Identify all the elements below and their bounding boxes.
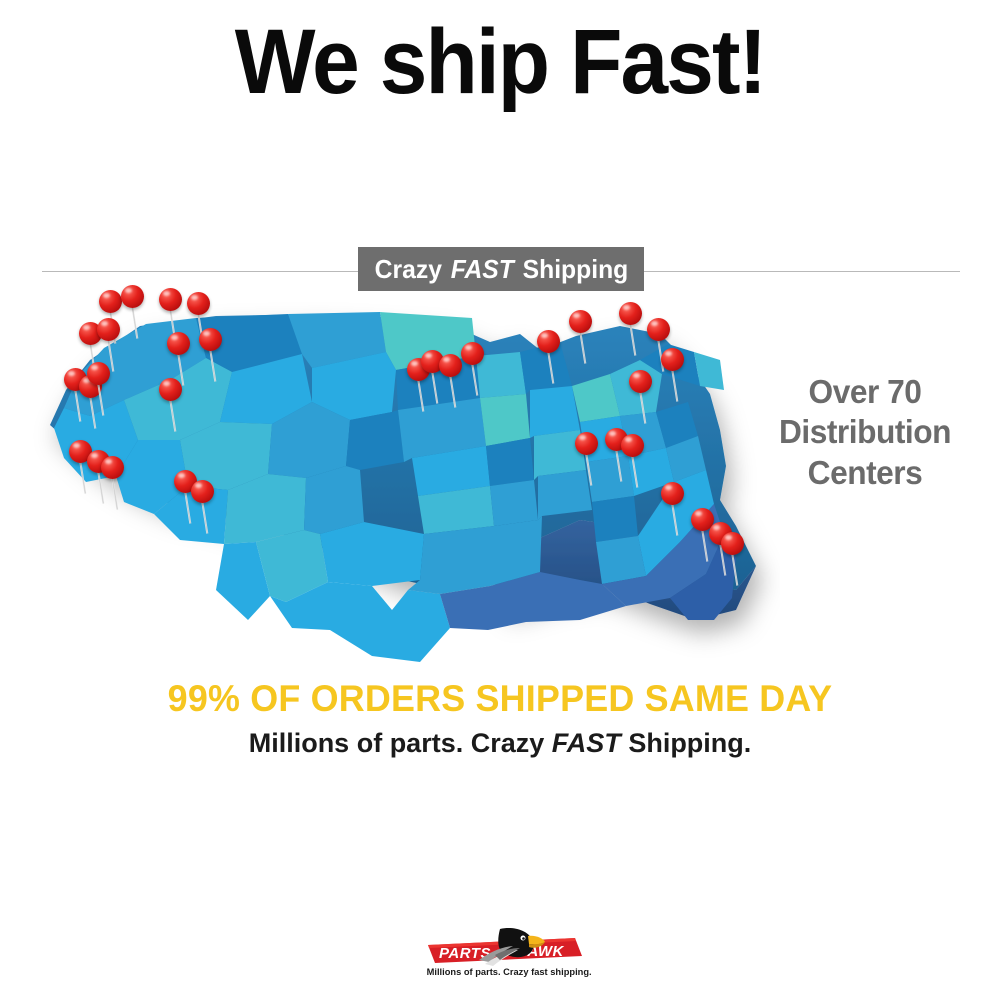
map-pin-head (87, 362, 110, 385)
hawk-head-icon (479, 928, 545, 966)
parts-hawk-logo[interactable]: PARTS HAWK Millions of parts. Crazy fast… (425, 925, 592, 987)
logo-tagline: Millions of parts. Crazy fast shipping. (426, 967, 592, 978)
map-pin-head (461, 342, 484, 365)
map-pin-head (661, 482, 684, 505)
map-pin-head (621, 434, 644, 457)
callout-line-2: Distribution (779, 413, 951, 451)
map-pin-head (619, 302, 642, 325)
map-pin-head (191, 480, 214, 503)
map-pin-head (721, 532, 744, 555)
subtitle-suffix: Shipping. (628, 728, 752, 758)
svg-text:PARTS: PARTS (439, 945, 491, 962)
map-pin-head (575, 432, 598, 455)
map-pin-head (569, 310, 592, 333)
promo-headline: 99% OF ORDERS SHIPPED SAME DAY (167, 678, 833, 719)
map-pin-head (121, 285, 144, 308)
map-pin-head (647, 318, 670, 341)
subtitle-prefix: Millions of parts. Crazy (248, 728, 545, 758)
banner-suffix: Shipping (522, 253, 628, 284)
map-pin-head (537, 330, 560, 353)
map-pin-head (439, 354, 462, 377)
crazy-fast-shipping-banner: Crazy FAST Shipping (358, 247, 644, 291)
map-pin-head (69, 440, 92, 463)
distribution-centers-callout: Over 70 Distribution Centers (745, 372, 985, 493)
banner-label: Crazy FAST Shipping (374, 254, 628, 285)
subtitle-emphasis: FAST (551, 728, 621, 758)
map-pin-head (187, 292, 210, 315)
map-pin-head (97, 318, 120, 341)
map-pin-head (101, 456, 124, 479)
map-pin-head (629, 370, 652, 393)
map-pin-head (691, 508, 714, 531)
banner-prefix: Crazy (374, 253, 442, 284)
us-distribution-map (20, 285, 780, 670)
map-pin-head (199, 328, 222, 351)
logo-mark-graphic: PARTS HAWK (428, 928, 582, 966)
map-pin-head (159, 378, 182, 401)
page-title: We ship Fast! (234, 11, 767, 113)
banner-emphasis: FAST (450, 253, 514, 284)
map-graphic (50, 312, 756, 662)
map-pin-head (661, 348, 684, 371)
callout-line-3: Centers (807, 453, 923, 491)
promo-subtitle: Millions of parts. Crazy FAST Shipping. (0, 728, 1000, 759)
map-pin-head (99, 290, 122, 313)
map-pin-head (159, 288, 182, 311)
map-pin-head (167, 332, 190, 355)
callout-line-1: Over 70 (808, 373, 922, 410)
